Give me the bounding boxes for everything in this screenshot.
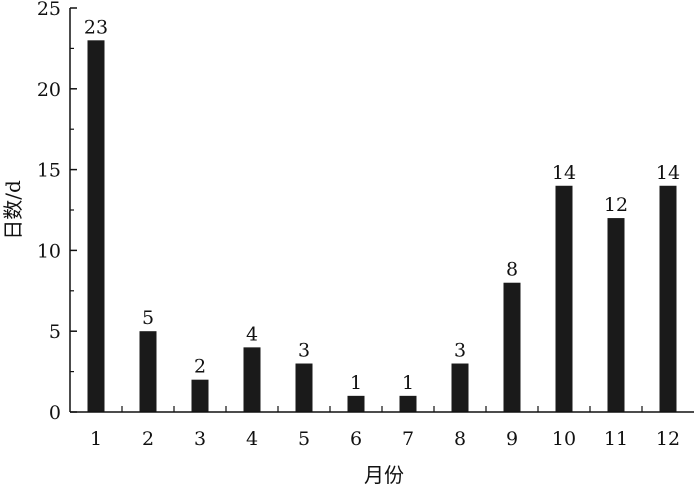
y-tick-label: 10 <box>37 240 61 262</box>
x-tick-label: 6 <box>350 428 362 450</box>
bar-4 <box>243 347 261 412</box>
data-label-11: 12 <box>604 194 628 216</box>
x-tick-label: 8 <box>454 428 466 450</box>
x-tick-label: 10 <box>552 428 576 450</box>
data-label-6: 1 <box>350 372 362 394</box>
data-label-3: 2 <box>194 356 206 378</box>
data-label-4: 4 <box>246 323 258 345</box>
bar-9 <box>503 282 521 412</box>
data-label-9: 8 <box>506 259 518 281</box>
x-tick-label: 12 <box>656 428 680 450</box>
x-tick-label: 3 <box>194 428 206 450</box>
data-label-8: 3 <box>454 340 466 362</box>
bar-2 <box>139 331 157 412</box>
x-tick-label: 2 <box>142 428 154 450</box>
y-axis-title: 日数/d <box>1 180 25 240</box>
y-tick-label: 15 <box>37 160 61 182</box>
x-tick-label: 5 <box>298 428 310 450</box>
data-labels-group: 23 5 2 4 3 1 1 3 8 14 12 14 <box>84 16 680 394</box>
bar-1 <box>87 40 105 412</box>
axes-group <box>69 8 694 413</box>
data-label-5: 3 <box>298 340 310 362</box>
data-label-1: 23 <box>84 16 108 38</box>
x-tick-label: 9 <box>506 428 518 450</box>
x-ticks-group: 1 2 3 4 5 6 7 8 9 10 11 12 <box>90 406 680 450</box>
bar-12 <box>659 185 677 412</box>
x-tick-label: 1 <box>90 428 102 450</box>
x-tick-label: 11 <box>604 428 628 450</box>
x-tick-label: 4 <box>246 428 258 450</box>
data-label-10: 14 <box>552 162 576 184</box>
bar-8 <box>451 363 469 412</box>
y-tick-label: 25 <box>37 0 61 20</box>
bar-7 <box>399 395 417 412</box>
x-axis-title: 月份 <box>364 463 404 487</box>
x-tick-label: 7 <box>402 428 414 450</box>
data-label-7: 1 <box>402 372 414 394</box>
y-tick-label: 20 <box>37 79 61 101</box>
y-tick-label: 0 <box>49 402 61 424</box>
y-ticks-group: 0 5 10 15 20 25 <box>37 0 77 424</box>
bar-6 <box>347 395 365 412</box>
data-label-12: 14 <box>656 162 680 184</box>
bar-3 <box>191 379 209 412</box>
y-tick-label: 5 <box>49 321 61 343</box>
bar-11 <box>607 218 625 412</box>
bar-5 <box>295 363 313 412</box>
data-label-2: 5 <box>142 307 154 329</box>
bars-group <box>87 40 677 412</box>
bar-10 <box>555 185 573 412</box>
